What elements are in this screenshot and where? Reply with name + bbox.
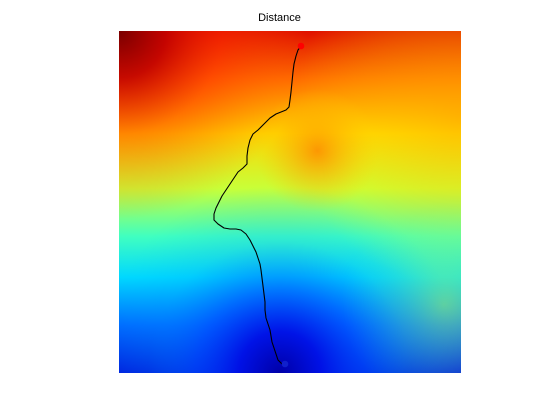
geodesic-path-line	[213, 45, 302, 366]
distance-image	[119, 31, 461, 373]
path-end-point	[281, 360, 289, 368]
path-start-point	[297, 42, 305, 50]
figure-title: Distance	[258, 12, 301, 24]
